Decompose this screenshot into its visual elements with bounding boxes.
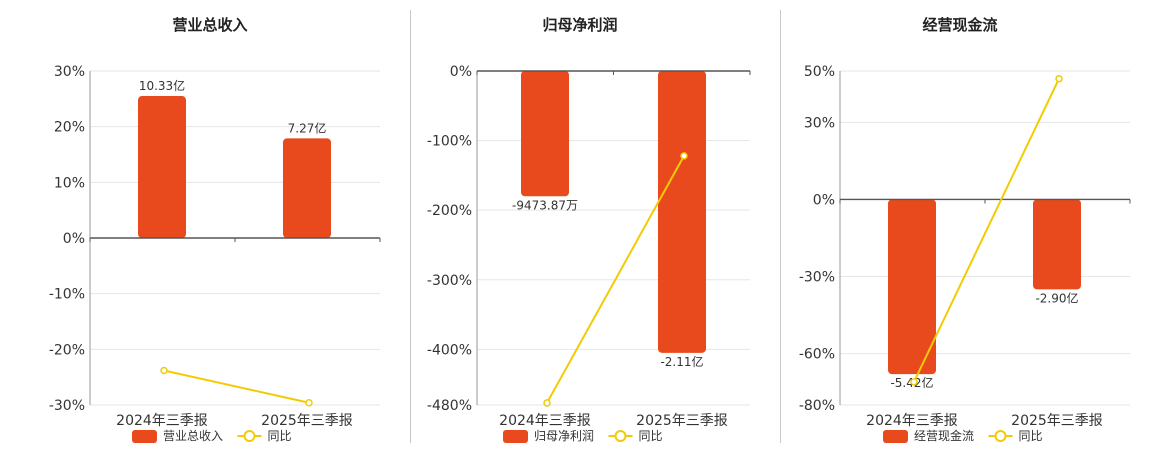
chart-title-net-profit: 归母净利润 bbox=[542, 16, 618, 34]
legend-line-marker bbox=[243, 430, 256, 442]
legend-bar-swatch bbox=[883, 430, 908, 443]
y-tick-label: -400% bbox=[427, 342, 472, 358]
bar bbox=[1033, 199, 1081, 290]
legend-line-marker bbox=[994, 430, 1007, 442]
panel-divider bbox=[410, 10, 411, 443]
line-point bbox=[543, 399, 551, 407]
y-tick-label: 0% bbox=[450, 64, 472, 80]
chart-title-cashflow: 经营现金流 bbox=[922, 16, 998, 34]
line-series bbox=[913, 78, 1060, 383]
bar-data-label: -9473.87万 bbox=[512, 198, 578, 212]
bar-data-label: 7.27亿 bbox=[288, 120, 327, 135]
x-category-label: 2025年三季报 bbox=[636, 413, 728, 429]
legend-line-label: 同比 bbox=[1019, 429, 1043, 443]
legend-line-marker bbox=[614, 430, 627, 442]
legend-bar-swatch bbox=[503, 430, 528, 443]
y-tick-label: 30% bbox=[804, 115, 835, 131]
y-tick-label: -480% bbox=[427, 398, 472, 414]
bar bbox=[283, 138, 331, 238]
legend-line-label: 同比 bbox=[268, 429, 292, 443]
y-tick-label: 50% bbox=[804, 64, 835, 80]
y-tick-label: -300% bbox=[427, 273, 472, 289]
y-tick-label: 30% bbox=[54, 64, 85, 80]
legend-bar-swatch bbox=[132, 430, 157, 443]
y-tick-label: -80% bbox=[799, 398, 835, 414]
y-tick-label: -200% bbox=[427, 203, 472, 219]
y-tick-label: 10% bbox=[54, 175, 85, 191]
line-point bbox=[910, 378, 918, 386]
bar bbox=[521, 71, 569, 197]
y-tick-label: -30% bbox=[799, 270, 835, 286]
y-tick-label: 0% bbox=[63, 231, 85, 247]
line-point bbox=[305, 399, 313, 407]
line-point bbox=[680, 152, 688, 160]
x-category-label: 2024年三季报 bbox=[499, 413, 591, 429]
y-tick-label: 20% bbox=[54, 120, 85, 136]
x-category-label: 2024年三季报 bbox=[116, 413, 208, 429]
bar bbox=[888, 199, 936, 375]
line-series bbox=[163, 369, 310, 404]
y-tick-label: -20% bbox=[49, 342, 85, 358]
bar-data-label: 10.33亿 bbox=[139, 78, 185, 93]
y-tick-label: 0% bbox=[813, 192, 835, 208]
line-point bbox=[1055, 74, 1063, 83]
chart-title-revenue: 营业总收入 bbox=[172, 16, 248, 34]
y-tick-label: -100% bbox=[427, 134, 472, 150]
y-tick-label: -10% bbox=[49, 287, 85, 303]
legend-bar-label: 经营现金流 bbox=[914, 428, 974, 443]
legend-bar-label: 营业总收入 bbox=[163, 429, 223, 443]
x-category-label: 2025年三季报 bbox=[261, 413, 353, 429]
y-tick-label: -30% bbox=[49, 398, 85, 414]
line-series bbox=[546, 155, 685, 404]
x-category-label: 2025年三季报 bbox=[1011, 413, 1103, 429]
bar bbox=[658, 71, 706, 353]
legend-line-label: 同比 bbox=[639, 429, 663, 443]
line-point bbox=[160, 366, 168, 375]
bar-data-label: -2.90亿 bbox=[1035, 290, 1078, 305]
legend-bar-label: 归母净利润 bbox=[534, 429, 594, 443]
x-category-label: 2024年三季报 bbox=[866, 413, 958, 429]
y-tick-label: -60% bbox=[799, 347, 835, 363]
panel-divider bbox=[780, 10, 781, 443]
bar-data-label: -2.11亿 bbox=[660, 354, 703, 369]
bar bbox=[138, 96, 186, 238]
